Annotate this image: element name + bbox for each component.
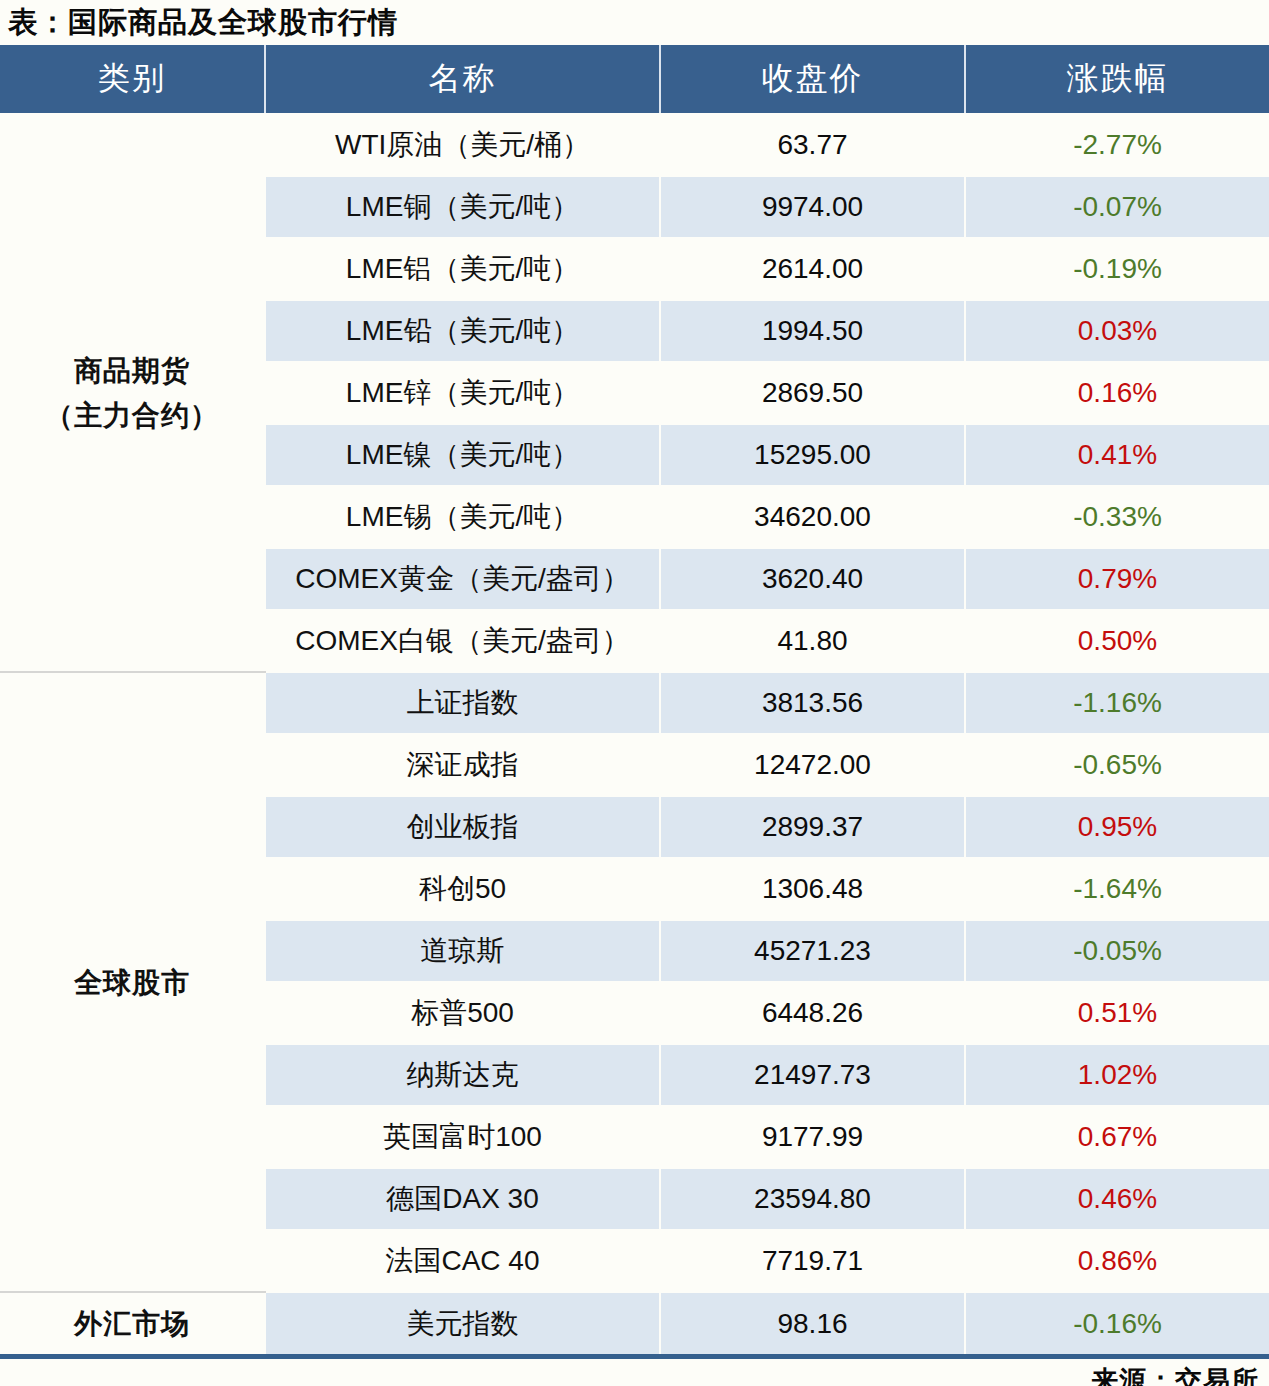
- close-price-cell: 3620.40: [660, 548, 965, 610]
- close-price-cell: 98.16: [660, 1292, 965, 1354]
- change-percent-cell: 0.46%: [965, 1168, 1269, 1230]
- instrument-name-cell: LME锌（美元/吨）: [265, 362, 660, 424]
- change-percent-cell: -1.16%: [965, 672, 1269, 734]
- column-header-change: 涨跌幅: [965, 45, 1269, 114]
- table-row: 商品期货（主力合约）WTI原油（美元/桶）63.77-2.77%: [0, 114, 1269, 176]
- category-cell: 外汇市场: [0, 1292, 265, 1354]
- close-price-cell: 2869.50: [660, 362, 965, 424]
- close-price-cell: 1994.50: [660, 300, 965, 362]
- close-price-cell: 9974.00: [660, 176, 965, 238]
- close-price-cell: 1306.48: [660, 858, 965, 920]
- change-percent-cell: -0.05%: [965, 920, 1269, 982]
- category-cell: 全球股市: [0, 672, 265, 1292]
- instrument-name-cell: WTI原油（美元/桶）: [265, 114, 660, 176]
- category-label-line: （主力合约）: [1, 393, 263, 438]
- change-percent-cell: 0.95%: [965, 796, 1269, 858]
- close-price-cell: 9177.99: [660, 1106, 965, 1168]
- close-price-cell: 15295.00: [660, 424, 965, 486]
- instrument-name-cell: 法国CAC 40: [265, 1230, 660, 1292]
- close-price-cell: 12472.00: [660, 734, 965, 796]
- category-cell: 商品期货（主力合约）: [0, 114, 265, 672]
- source-note: 来源：交易所: [0, 1359, 1269, 1386]
- instrument-name-cell: 科创50: [265, 858, 660, 920]
- instrument-name-cell: 纳斯达克: [265, 1044, 660, 1106]
- change-percent-cell: -0.07%: [965, 176, 1269, 238]
- close-price-cell: 34620.00: [660, 486, 965, 548]
- close-price-cell: 3813.56: [660, 672, 965, 734]
- column-header-name: 名称: [265, 45, 660, 114]
- instrument-name-cell: LME锡（美元/吨）: [265, 486, 660, 548]
- instrument-name-cell: LME铝（美元/吨）: [265, 238, 660, 300]
- change-percent-cell: 0.67%: [965, 1106, 1269, 1168]
- instrument-name-cell: 英国富时100: [265, 1106, 660, 1168]
- instrument-name-cell: 深证成指: [265, 734, 660, 796]
- change-percent-cell: -2.77%: [965, 114, 1269, 176]
- table-row: 外汇市场美元指数98.16-0.16%: [0, 1292, 1269, 1354]
- change-percent-cell: -1.64%: [965, 858, 1269, 920]
- change-percent-cell: 0.86%: [965, 1230, 1269, 1292]
- change-percent-cell: 0.51%: [965, 982, 1269, 1044]
- category-label-line: 全球股市: [1, 960, 263, 1005]
- column-header-close: 收盘价: [660, 45, 965, 114]
- change-percent-cell: 0.50%: [965, 610, 1269, 672]
- instrument-name-cell: COMEX白银（美元/盎司）: [265, 610, 660, 672]
- instrument-name-cell: LME铜（美元/吨）: [265, 176, 660, 238]
- change-percent-cell: -0.16%: [965, 1292, 1269, 1354]
- instrument-name-cell: 创业板指: [265, 796, 660, 858]
- column-header-category: 类别: [0, 45, 265, 114]
- market-table: 类别 名称 收盘价 涨跌幅 商品期货（主力合约）WTI原油（美元/桶）63.77…: [0, 45, 1269, 1354]
- instrument-name-cell: 上证指数: [265, 672, 660, 734]
- change-percent-cell: -0.33%: [965, 486, 1269, 548]
- change-percent-cell: 0.16%: [965, 362, 1269, 424]
- category-label-line: 商品期货: [1, 348, 263, 393]
- header-row: 类别 名称 收盘价 涨跌幅: [0, 45, 1269, 114]
- close-price-cell: 2614.00: [660, 238, 965, 300]
- change-percent-cell: 1.02%: [965, 1044, 1269, 1106]
- change-percent-cell: -0.19%: [965, 238, 1269, 300]
- instrument-name-cell: 德国DAX 30: [265, 1168, 660, 1230]
- title-bar: 表：国际商品及全球股市行情: [0, 0, 1269, 45]
- close-price-cell: 21497.73: [660, 1044, 965, 1106]
- change-percent-cell: -0.65%: [965, 734, 1269, 796]
- instrument-name-cell: 美元指数: [265, 1292, 660, 1354]
- close-price-cell: 7719.71: [660, 1230, 965, 1292]
- market-table-page: 表：国际商品及全球股市行情 类别 名称 收盘价 涨跌幅 商品期货（主力合约）WT…: [0, 0, 1269, 1386]
- instrument-name-cell: 道琼斯: [265, 920, 660, 982]
- close-price-cell: 63.77: [660, 114, 965, 176]
- change-percent-cell: 0.41%: [965, 424, 1269, 486]
- category-label-line: 外汇市场: [1, 1301, 263, 1346]
- table-header: 类别 名称 收盘价 涨跌幅: [0, 45, 1269, 114]
- close-price-cell: 2899.37: [660, 796, 965, 858]
- change-percent-cell: 0.03%: [965, 300, 1269, 362]
- close-price-cell: 45271.23: [660, 920, 965, 982]
- table-title: 表：国际商品及全球股市行情: [8, 3, 398, 43]
- close-price-cell: 23594.80: [660, 1168, 965, 1230]
- table-body: 商品期货（主力合约）WTI原油（美元/桶）63.77-2.77%LME铜（美元/…: [0, 114, 1269, 1354]
- instrument-name-cell: 标普500: [265, 982, 660, 1044]
- instrument-name-cell: LME铅（美元/吨）: [265, 300, 660, 362]
- change-percent-cell: 0.79%: [965, 548, 1269, 610]
- close-price-cell: 41.80: [660, 610, 965, 672]
- close-price-cell: 6448.26: [660, 982, 965, 1044]
- instrument-name-cell: LME镍（美元/吨）: [265, 424, 660, 486]
- instrument-name-cell: COMEX黄金（美元/盎司）: [265, 548, 660, 610]
- table-row: 全球股市上证指数3813.56-1.16%: [0, 672, 1269, 734]
